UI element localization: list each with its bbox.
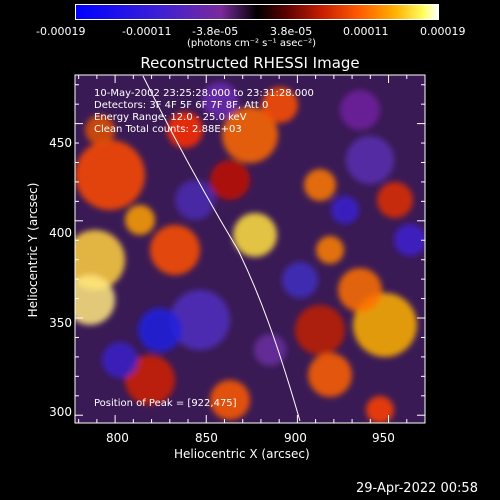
image-intensity-patch — [346, 136, 394, 184]
image-intensity-patch — [233, 213, 277, 257]
plot-title: Reconstructed RHESSI Image — [140, 54, 360, 72]
overlay-method-counts: Clean Total counts: 2.88E+03 — [94, 124, 242, 135]
image-intensity-patch — [262, 87, 298, 123]
x-tick-label: 850 — [195, 431, 218, 445]
y-tick-label: 350 — [49, 316, 72, 330]
x-tick-label: 950 — [372, 431, 395, 445]
colorbar-tick-label: 0.00011 — [343, 25, 389, 38]
x-tick-label: 900 — [284, 431, 307, 445]
y-tick-label: 400 — [49, 226, 72, 240]
image-intensity-patch — [125, 205, 155, 235]
image-intensity-patch — [308, 353, 352, 397]
image-intensity-patch — [304, 169, 336, 201]
y-tick-label: 450 — [49, 136, 72, 150]
image-intensity-patch — [175, 180, 215, 220]
colorbar-units: (photons cm⁻² s⁻¹ asec⁻²) — [187, 38, 317, 49]
colorbar-tick-label: -0.00011 — [122, 25, 172, 38]
overlay-detectors: Detectors: 3F 4F 5F 6F 7F 8F, Att 0 — [94, 100, 269, 111]
image-intensity-patch — [295, 305, 345, 355]
overlay-peak-position: Position of Peak = [922,475] — [94, 398, 237, 409]
x-tick-label: 800 — [106, 431, 129, 445]
image-intensity-patch — [210, 160, 250, 200]
image-intensity-patch — [125, 355, 175, 405]
image-intensity-patch — [377, 182, 413, 218]
colorbar-tick-label: 0.00019 — [420, 25, 466, 38]
image-intensity-patch — [170, 290, 230, 350]
image-intensity-patch — [282, 262, 318, 298]
image-intensity-patch — [150, 225, 200, 275]
image-intensity-patch — [316, 236, 344, 264]
colorbar — [75, 4, 439, 20]
image-intensity-patch — [210, 380, 250, 420]
overlay-time-range: 10-May-2002 23:25:28.000 to 23:31:28.000 — [94, 88, 314, 99]
colorbar-tick-label: -0.00019 — [36, 25, 86, 38]
overlay-energy-range: Energy Range: 12.0 - 25.0 keV — [94, 112, 247, 123]
image-intensity-patch — [202, 82, 238, 118]
footer-timestamp: 29-Apr-2022 00:58 — [356, 481, 478, 496]
image-intensity-patch — [75, 230, 125, 290]
colorbar-tick-label: -3.8e-05 — [192, 25, 239, 38]
image-intensity-patch — [331, 196, 359, 224]
image-intensity-patch — [222, 107, 278, 163]
image-intensity-patch — [75, 140, 145, 210]
image-intensity-patch — [102, 342, 138, 378]
x-axis-label: Heliocentric X (arcsec) — [174, 447, 310, 461]
image-intensity-patch — [340, 90, 380, 130]
colorbar-tick-label: 3.8e-05 — [270, 25, 313, 38]
y-axis-label: Heliocentric Y (arcsec) — [26, 182, 40, 318]
image-intensity-patch — [85, 115, 115, 145]
image-intensity-patch — [75, 275, 115, 325]
image-intensity-patch — [338, 268, 382, 312]
image-intensity-patch — [254, 334, 286, 366]
image-intensity-patch — [138, 308, 182, 352]
image-intensity-patch — [366, 396, 394, 423]
y-tick-label: 300 — [49, 405, 72, 419]
image-intensity-patch — [394, 224, 425, 256]
